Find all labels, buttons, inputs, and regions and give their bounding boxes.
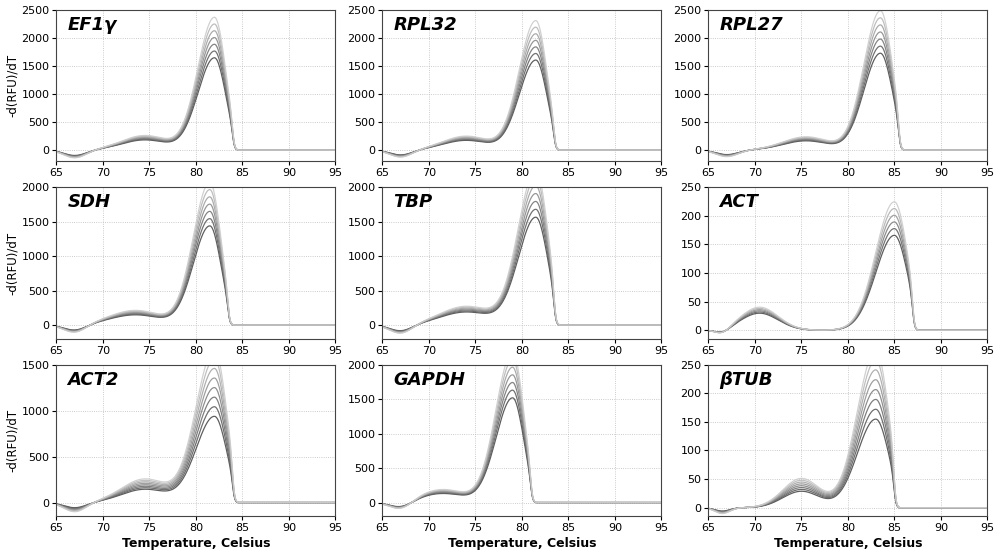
Text: ACT2: ACT2 [68, 371, 119, 389]
Text: TBP: TBP [394, 193, 433, 211]
Text: ACT: ACT [720, 193, 758, 211]
X-axis label: Temperature, Celsius: Temperature, Celsius [774, 538, 922, 550]
Y-axis label: -d(RFU)/dT: -d(RFU)/dT [6, 409, 19, 472]
Text: EF1γ: EF1γ [68, 16, 117, 33]
Y-axis label: -d(RFU)/dT: -d(RFU)/dT [6, 54, 19, 117]
Text: SDH: SDH [68, 193, 111, 211]
Text: GAPDH: GAPDH [394, 371, 466, 389]
Text: βTUB: βTUB [720, 371, 773, 389]
X-axis label: Temperature, Celsius: Temperature, Celsius [122, 538, 270, 550]
X-axis label: Temperature, Celsius: Temperature, Celsius [448, 538, 596, 550]
Text: RPL27: RPL27 [720, 16, 783, 33]
Y-axis label: -d(RFU)/dT: -d(RFU)/dT [6, 231, 19, 295]
Text: RPL32: RPL32 [394, 16, 457, 33]
